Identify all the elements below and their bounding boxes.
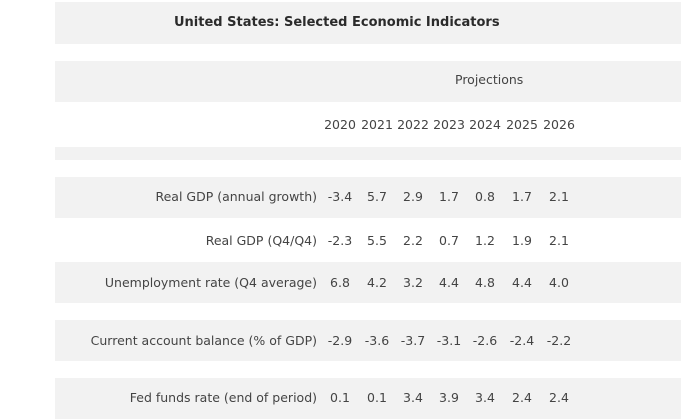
table-title: United States: Selected Economic Indicat… [174, 15, 500, 30]
row-band-3 [55, 262, 681, 303]
row-value: 5.7 [367, 189, 387, 204]
title-band [55, 2, 681, 44]
row-value: 4.2 [367, 275, 387, 290]
row-value: 4.4 [512, 275, 532, 290]
row-value: 2.1 [549, 189, 569, 204]
row-value: 2.4 [549, 390, 569, 405]
row-band-4 [55, 320, 681, 361]
row-value: -2.3 [327, 233, 353, 248]
row-value: -2.6 [472, 333, 498, 348]
row-label: Unemployment rate (Q4 average) [104, 275, 317, 290]
row-value: 2.2 [403, 233, 423, 248]
row-label: Current account balance (% of GDP) [90, 333, 317, 348]
row-label: Real GDP (Q4/Q4) [205, 233, 317, 248]
row-value: 2.4 [512, 390, 532, 405]
row-value: -3.1 [436, 333, 462, 348]
row-value: -2.2 [546, 333, 572, 348]
row-value: 0.1 [330, 390, 350, 405]
row-label: Fed funds rate (end of period) [129, 390, 317, 405]
row-value: 0.1 [367, 390, 387, 405]
row-value: 0.8 [475, 189, 495, 204]
row-band-1 [55, 177, 681, 218]
row-value: 4.8 [475, 275, 495, 290]
row-value: -3.7 [400, 333, 426, 348]
header-band [55, 61, 681, 102]
row-value: 1.9 [512, 233, 532, 248]
row-value: 1.2 [475, 233, 495, 248]
row-value: 2.1 [549, 233, 569, 248]
row-value: 4.0 [549, 275, 569, 290]
row-value: 3.4 [475, 390, 495, 405]
spacer-band [55, 147, 681, 160]
year-header: 2021 [361, 117, 393, 132]
row-value: 6.8 [330, 275, 350, 290]
row-value: 4.4 [439, 275, 459, 290]
year-header: 2026 [543, 117, 575, 132]
row-value: 3.2 [403, 275, 423, 290]
year-header: 2020 [324, 117, 356, 132]
row-value: 3.9 [439, 390, 459, 405]
year-header: 2023 [433, 117, 465, 132]
row-value: -2.9 [327, 333, 353, 348]
row-label: Real GDP (annual growth) [155, 189, 317, 204]
row-value: 3.4 [403, 390, 423, 405]
row-value: 1.7 [439, 189, 459, 204]
projections-header: Projections [455, 72, 524, 87]
row-value: -3.6 [364, 333, 390, 348]
row-value: 2.9 [403, 189, 423, 204]
year-header: 2024 [469, 117, 501, 132]
year-header: 2025 [506, 117, 538, 132]
row-value: -3.4 [327, 189, 353, 204]
row-value: 0.7 [439, 233, 459, 248]
year-header: 2022 [397, 117, 429, 132]
row-value: -2.4 [509, 333, 535, 348]
row-value: 5.5 [367, 233, 387, 248]
row-value: 1.7 [512, 189, 532, 204]
